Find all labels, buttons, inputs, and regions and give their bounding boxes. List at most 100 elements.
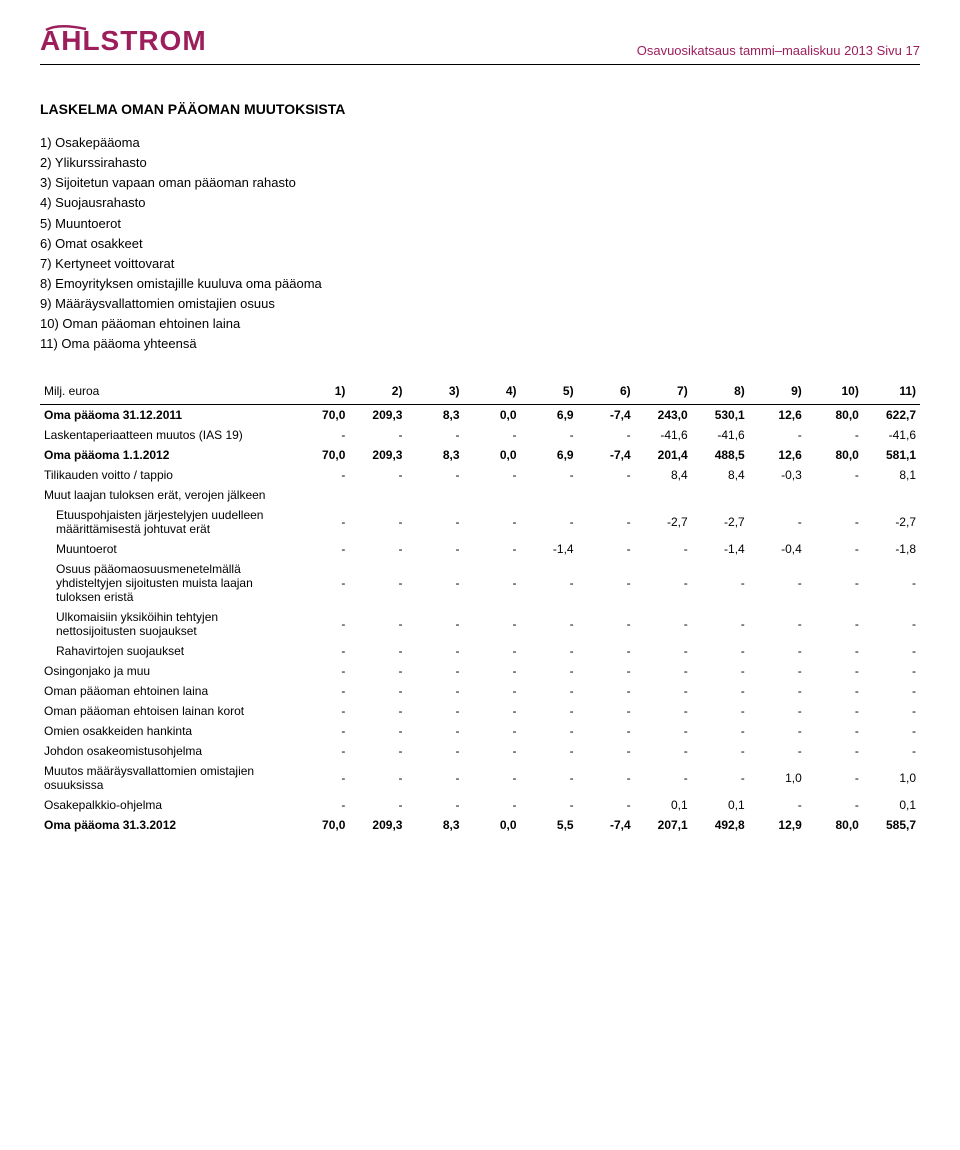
row-label: Muuntoerot bbox=[40, 539, 292, 559]
cell: - bbox=[635, 559, 692, 607]
cell: - bbox=[349, 721, 406, 741]
cell: - bbox=[464, 465, 521, 485]
cell: - bbox=[749, 661, 806, 681]
table-row: Osakepalkkio-ohjelma------0,10,1--0,1 bbox=[40, 795, 920, 815]
cell: - bbox=[749, 641, 806, 661]
cell: - bbox=[464, 425, 521, 445]
cell: - bbox=[349, 661, 406, 681]
table-row: Osingonjako ja muu----------- bbox=[40, 661, 920, 681]
cell: - bbox=[292, 721, 349, 741]
cell: - bbox=[406, 607, 463, 641]
cell bbox=[692, 485, 749, 505]
cell bbox=[578, 485, 635, 505]
row-label: Rahavirtojen suojaukset bbox=[40, 641, 292, 661]
cell: - bbox=[806, 425, 863, 445]
cell: - bbox=[406, 681, 463, 701]
legend-item: 11) Oma pääoma yhteensä bbox=[40, 334, 920, 354]
cell: - bbox=[806, 741, 863, 761]
page-title: LASKELMA OMAN PÄÄOMAN MUUTOKSISTA bbox=[40, 101, 920, 117]
cell: - bbox=[578, 559, 635, 607]
cell: 6,9 bbox=[521, 404, 578, 425]
column-header: 1) bbox=[292, 381, 349, 405]
cell: 622,7 bbox=[863, 404, 920, 425]
cell: - bbox=[521, 559, 578, 607]
cell: - bbox=[692, 721, 749, 741]
table-row: Oma pääoma 1.1.201270,0209,38,30,06,9-7,… bbox=[40, 445, 920, 465]
cell bbox=[806, 485, 863, 505]
row-label: Tilikauden voitto / tappio bbox=[40, 465, 292, 485]
cell: 80,0 bbox=[806, 815, 863, 835]
cell: - bbox=[349, 641, 406, 661]
cell: 0,0 bbox=[464, 404, 521, 425]
cell: - bbox=[349, 701, 406, 721]
cell: - bbox=[578, 681, 635, 701]
row-label: Osakepalkkio-ohjelma bbox=[40, 795, 292, 815]
legend-item: 2) Ylikurssirahasto bbox=[40, 153, 920, 173]
cell: 8,3 bbox=[406, 445, 463, 465]
cell: - bbox=[349, 465, 406, 485]
cell: - bbox=[635, 681, 692, 701]
table-header-row: Milj. euroa1)2)3)4)5)6)7)8)9)10)11) bbox=[40, 381, 920, 405]
cell: - bbox=[692, 661, 749, 681]
row-label: Osuus pääomaosuusmenetelmällä yhdistelty… bbox=[40, 559, 292, 607]
cell: - bbox=[692, 681, 749, 701]
cell: - bbox=[292, 559, 349, 607]
cell: 8,4 bbox=[635, 465, 692, 485]
cell: - bbox=[292, 741, 349, 761]
cell: - bbox=[863, 641, 920, 661]
cell: - bbox=[635, 741, 692, 761]
row-label: Oman pääoman ehtoinen laina bbox=[40, 681, 292, 701]
cell: - bbox=[406, 661, 463, 681]
legend-item: 8) Emoyrityksen omistajille kuuluva oma … bbox=[40, 274, 920, 294]
cell bbox=[292, 485, 349, 505]
cell: - bbox=[406, 795, 463, 815]
page-header: AHLSTROM Osavuosikatsaus tammi–maaliskuu… bbox=[40, 24, 920, 65]
cell: - bbox=[292, 539, 349, 559]
cell: - bbox=[406, 465, 463, 485]
cell: - bbox=[521, 607, 578, 641]
cell: - bbox=[349, 539, 406, 559]
legend-item: 4) Suojausrahasto bbox=[40, 193, 920, 213]
cell: - bbox=[464, 539, 521, 559]
cell: - bbox=[292, 425, 349, 445]
cell: - bbox=[749, 795, 806, 815]
column-header: 11) bbox=[863, 381, 920, 405]
cell: 0,0 bbox=[464, 815, 521, 835]
cell: - bbox=[635, 607, 692, 641]
cell: 80,0 bbox=[806, 404, 863, 425]
cell: - bbox=[578, 721, 635, 741]
cell: 12,6 bbox=[749, 404, 806, 425]
cell: - bbox=[464, 741, 521, 761]
cell: - bbox=[635, 641, 692, 661]
cell: - bbox=[806, 505, 863, 539]
cell: - bbox=[806, 721, 863, 741]
cell: -41,6 bbox=[692, 425, 749, 445]
cell: 12,9 bbox=[749, 815, 806, 835]
cell: -2,7 bbox=[863, 505, 920, 539]
cell: - bbox=[578, 607, 635, 641]
table-row: Omien osakkeiden hankinta----------- bbox=[40, 721, 920, 741]
row-label-header: Milj. euroa bbox=[40, 381, 292, 405]
column-header: 2) bbox=[349, 381, 406, 405]
cell: - bbox=[406, 701, 463, 721]
table-row: Oma pääoma 31.3.201270,0209,38,30,05,5-7… bbox=[40, 815, 920, 835]
cell: - bbox=[349, 681, 406, 701]
row-label: Ulkomaisiin yksiköihin tehtyjen nettosij… bbox=[40, 607, 292, 641]
cell: - bbox=[578, 641, 635, 661]
cell: 0,1 bbox=[863, 795, 920, 815]
cell: - bbox=[635, 539, 692, 559]
cell: -41,6 bbox=[863, 425, 920, 445]
cell: - bbox=[521, 641, 578, 661]
cell: - bbox=[578, 795, 635, 815]
cell: 12,6 bbox=[749, 445, 806, 465]
cell: 70,0 bbox=[292, 445, 349, 465]
cell: - bbox=[806, 539, 863, 559]
cell: - bbox=[292, 661, 349, 681]
legend-item: 1) Osakepääoma bbox=[40, 133, 920, 153]
cell: 8,1 bbox=[863, 465, 920, 485]
cell: - bbox=[521, 425, 578, 445]
row-label: Muutos määräysvallattomien omistajien os… bbox=[40, 761, 292, 795]
table-row: Muuntoerot-----1,4---1,4-0,4--1,8 bbox=[40, 539, 920, 559]
cell: - bbox=[521, 795, 578, 815]
cell: - bbox=[464, 721, 521, 741]
